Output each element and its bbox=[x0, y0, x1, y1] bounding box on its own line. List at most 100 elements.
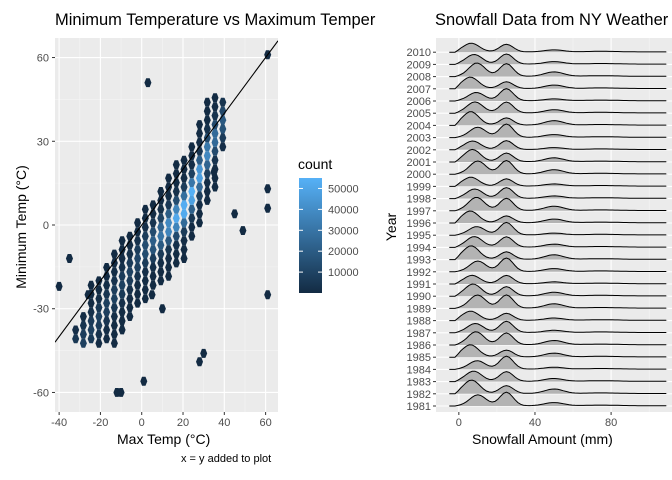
ridgeline-year-label: 2007 bbox=[407, 84, 431, 96]
ridgeline-density-line bbox=[449, 257, 667, 273]
hexbin-cell bbox=[95, 276, 103, 286]
hexbin-cell bbox=[172, 249, 180, 259]
hexbin-cell bbox=[118, 280, 126, 290]
hexbin-cell bbox=[103, 334, 111, 344]
hexbin-outlier-cell bbox=[117, 388, 125, 397]
ridgeline-year-label: 2002 bbox=[407, 145, 431, 157]
hexbin-cell bbox=[149, 245, 157, 254]
hexbin-outlier-cell bbox=[65, 254, 73, 263]
hexbin-cell bbox=[211, 93, 219, 103]
ridgeline-density-fill bbox=[449, 54, 669, 65]
ridgeline-year-label: 1998 bbox=[407, 194, 431, 206]
hexbin-cell bbox=[141, 204, 149, 214]
hexbin-y-tick-label: 60 bbox=[37, 53, 49, 65]
hexbin-cell bbox=[134, 218, 142, 228]
ridgeline-year-label: 1995 bbox=[407, 230, 431, 242]
hexbin-cell bbox=[157, 222, 165, 232]
ridgeline-year-label: 1990 bbox=[407, 291, 431, 303]
legend-colorbar bbox=[299, 178, 322, 293]
hexbin-cell bbox=[103, 271, 111, 281]
hexbin-cell bbox=[211, 111, 219, 121]
hexbin-cell bbox=[87, 307, 95, 317]
ridgeline-density-line bbox=[449, 111, 667, 126]
hexbin-cell bbox=[134, 280, 142, 290]
ridgeline-density-line bbox=[449, 236, 667, 248]
hexbin-outlier-cell bbox=[148, 290, 156, 300]
ridgeline-grid bbox=[436, 38, 672, 412]
hexbin-cell bbox=[110, 329, 118, 339]
hexbin-cell bbox=[87, 298, 95, 308]
hexbin-cell bbox=[219, 106, 227, 116]
hexbin-cell bbox=[72, 334, 80, 344]
ridgeline-year-label: 1984 bbox=[407, 364, 431, 376]
hexbin-outlier-cell bbox=[144, 78, 152, 88]
hexbin-outlier-cell bbox=[231, 209, 239, 219]
ridgeline-year-label: 1997 bbox=[407, 206, 431, 218]
hexbin-cell bbox=[165, 271, 173, 281]
hexbin-x-axis-title: Max Temp (°C) bbox=[117, 431, 211, 447]
hexbin-cell bbox=[180, 254, 188, 263]
hexbin-cell bbox=[149, 218, 157, 228]
hexbin-cell bbox=[180, 164, 188, 174]
hexbin-cell bbox=[188, 204, 196, 214]
ridgeline-density-line bbox=[449, 310, 667, 322]
ridgeline-density-fill bbox=[449, 160, 669, 175]
hexbin-cell bbox=[110, 303, 118, 313]
ridgeline-density-line bbox=[449, 123, 667, 139]
hexbin-outlier-cell bbox=[264, 50, 272, 60]
hexbin-axes: -40 -20 0 20 40 60 -60 -30 0 30 60 bbox=[33, 53, 272, 429]
ridgeline-year-label: 1987 bbox=[407, 328, 431, 340]
ridgeline-year-label: 2003 bbox=[407, 133, 431, 145]
hexbin-cell bbox=[196, 182, 203, 192]
hexbin-y-tick-label: -60 bbox=[33, 387, 49, 399]
ridgeline-density-fill bbox=[449, 344, 669, 358]
hexbin-cell bbox=[141, 213, 149, 223]
ridgeline-density-fill bbox=[449, 124, 669, 138]
hexbin-cell bbox=[110, 285, 118, 295]
hexbin-cell bbox=[134, 271, 142, 281]
hexbin-cell bbox=[172, 258, 180, 268]
hexbin-cell bbox=[180, 236, 188, 246]
hexbin-cell bbox=[219, 124, 227, 134]
hexbin-cell bbox=[103, 263, 111, 272]
ridgeline-density-line bbox=[449, 210, 667, 224]
hexbin-cell bbox=[203, 133, 211, 143]
hexbin-cell bbox=[134, 289, 142, 299]
hexbin-cell bbox=[103, 307, 111, 317]
hexbin-cell bbox=[72, 325, 80, 335]
hexbin-cell bbox=[165, 218, 173, 228]
hexbin-cell bbox=[134, 245, 142, 254]
ridgeline-density-fill bbox=[449, 284, 669, 297]
hexbin-cell bbox=[110, 312, 118, 321]
ridgeline-year-label: 1988 bbox=[407, 316, 431, 328]
hexbin-cell bbox=[95, 338, 103, 348]
ridgeline-density-line bbox=[449, 283, 667, 297]
hexbin-cell bbox=[180, 209, 188, 219]
hexbin-cell bbox=[87, 289, 95, 299]
hexbin-cell bbox=[141, 276, 149, 286]
hexbin-cell bbox=[157, 276, 165, 286]
hexbin-cell bbox=[118, 316, 126, 326]
ridgeline-density-fill bbox=[449, 392, 669, 406]
hexbin-cell bbox=[126, 285, 134, 295]
ridgeline-density-line bbox=[449, 53, 667, 65]
hexbin-y-tick-label: -30 bbox=[33, 304, 49, 316]
ridgeline-density-line bbox=[449, 62, 667, 78]
ridgeline-density-line bbox=[449, 197, 667, 212]
hexbin-cell bbox=[141, 240, 149, 250]
ridgeline-density-line bbox=[449, 88, 667, 102]
hexbin-cell bbox=[196, 120, 203, 129]
hexbin-outlier-cell bbox=[264, 290, 272, 300]
hexbin-cell bbox=[126, 303, 134, 313]
ridgeline-density-line bbox=[449, 274, 667, 285]
hexbin-cell bbox=[219, 97, 227, 107]
hexbin-cell bbox=[172, 204, 180, 214]
hexbin-cell bbox=[110, 249, 118, 259]
hexbin-cell bbox=[180, 227, 188, 237]
ridgeline-year-label: 2006 bbox=[407, 96, 431, 108]
hexbin-outlier-cell bbox=[55, 281, 63, 291]
ridgeline-year-label: 2005 bbox=[407, 108, 431, 120]
hexbin-cell bbox=[196, 218, 203, 228]
ridgeline-x-tick-label: 0 bbox=[456, 417, 462, 429]
hexbin-cell bbox=[149, 254, 157, 263]
